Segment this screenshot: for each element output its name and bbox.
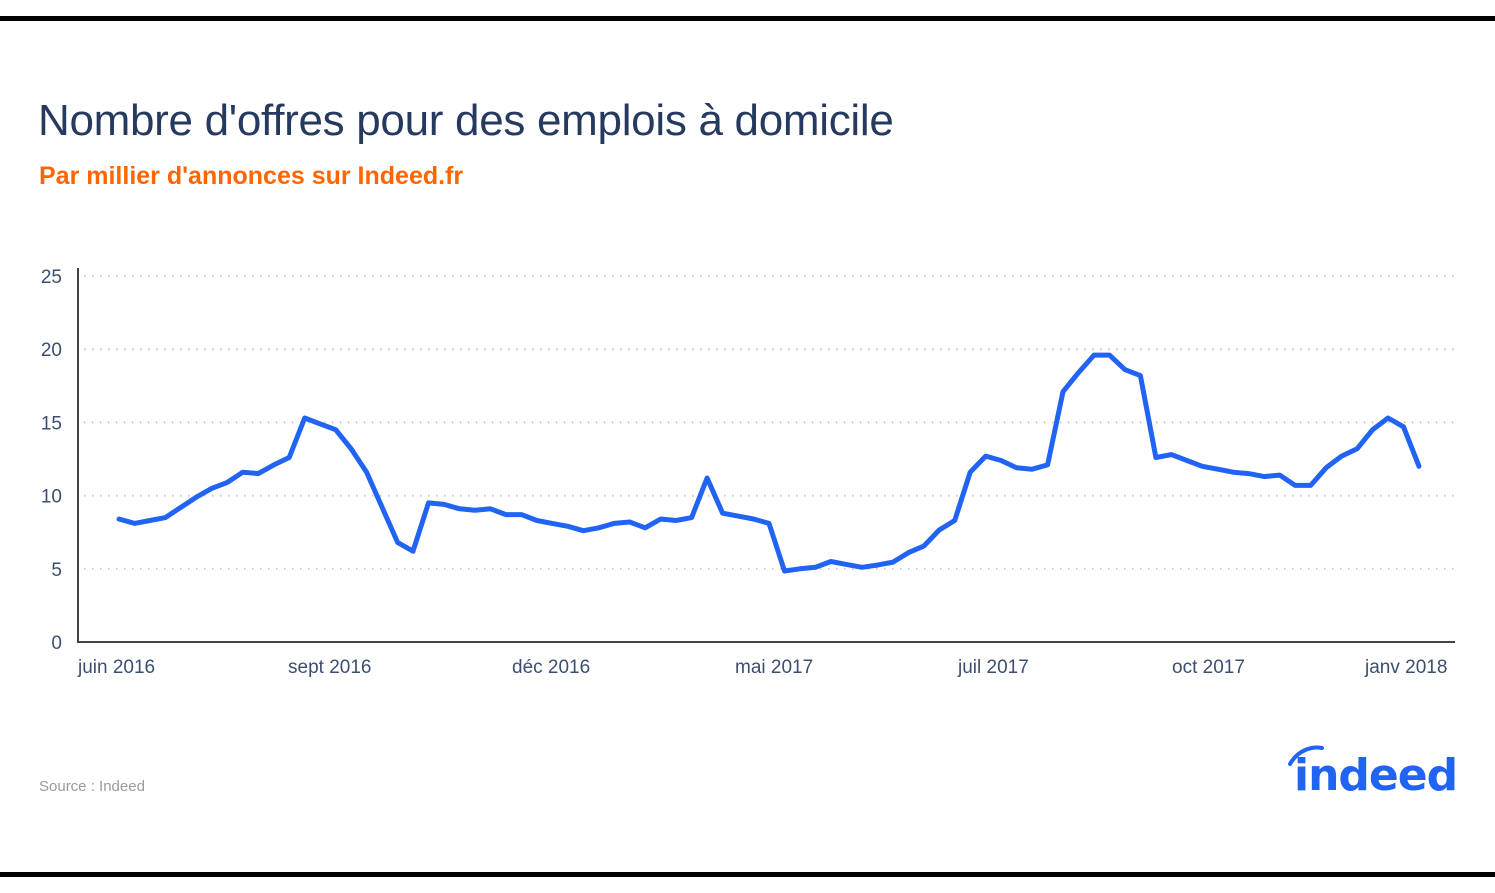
data-line [116, 352, 1422, 574]
x-tick-label: sept 2016 [288, 657, 371, 678]
chart-title: Nombre d'offres pour des emplois à domic… [38, 96, 894, 145]
indeed-logo: indeed [1288, 745, 1458, 801]
x-tick-label: janv 2018 [1364, 657, 1447, 678]
x-tick-label: juil 2017 [957, 657, 1029, 678]
y-tick-label: 25 [41, 267, 62, 288]
chart-subtitle: Par millier d'annonces sur Indeed.fr [39, 162, 464, 190]
y-tick-label: 10 [41, 487, 62, 508]
x-axis-ticks: juin 2016 sept 2016 déc 2016 mai 2017 juil 2… [77, 657, 1447, 678]
x-tick-label: mai 2017 [735, 657, 813, 678]
x-tick-label: déc 2016 [512, 657, 590, 678]
y-tick-label: 0 [51, 633, 62, 654]
indeed-arc-logo-icon [1288, 745, 1324, 766]
source-note: Source : Indeed [39, 778, 145, 795]
y-tick-label: 20 [41, 340, 62, 361]
top-border [0, 16, 1495, 21]
x-tick-label: oct 2017 [1172, 657, 1245, 678]
y-tick-label: 15 [41, 413, 62, 434]
y-tick-label: 5 [51, 560, 62, 581]
y-axis-ticks: 0 5 10 15 20 25 [41, 267, 62, 654]
logo-text: indeed [1294, 750, 1457, 801]
bottom-border [0, 872, 1495, 877]
x-tick-label: juin 2016 [77, 657, 155, 678]
